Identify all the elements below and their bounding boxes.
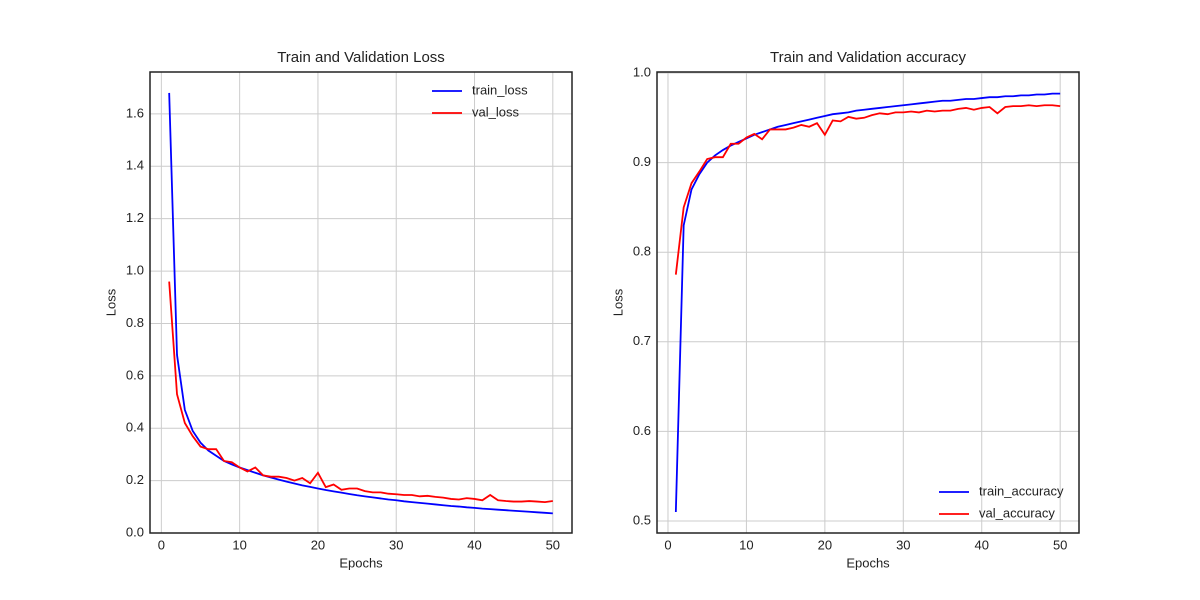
legend: train_accuracy val_accuracy bbox=[939, 483, 1064, 520]
data-line bbox=[168, 92, 553, 515]
y-tick-label: 0.0 bbox=[126, 524, 144, 539]
chart-title: Train and Validation Loss bbox=[277, 49, 445, 66]
x-tick-label: 40 bbox=[975, 537, 989, 552]
y-axis-label: Loss bbox=[610, 288, 625, 316]
y-tick-label: 0.7 bbox=[633, 333, 651, 348]
x-tick-label: 40 bbox=[467, 537, 481, 552]
y-tick-label: 1.6 bbox=[126, 105, 144, 120]
y-tick-label: 1.0 bbox=[126, 263, 144, 278]
x-tick-label: 50 bbox=[546, 537, 560, 552]
x-tick-label: 0 bbox=[158, 537, 165, 552]
legend-label: val_accuracy bbox=[979, 505, 1055, 520]
x-tick-label: 10 bbox=[232, 537, 246, 552]
x-tick-label: 0 bbox=[664, 537, 671, 552]
x-tick-label: 20 bbox=[818, 537, 832, 552]
legend-label: train_loss bbox=[472, 82, 528, 97]
y-tick-label: 0.5 bbox=[633, 512, 651, 527]
data-line bbox=[674, 92, 1061, 513]
y-tick-label: 0.6 bbox=[633, 423, 651, 438]
x-tick-label: 30 bbox=[896, 537, 910, 552]
legend-label: val_loss bbox=[472, 104, 519, 119]
x-tick-label: 30 bbox=[389, 537, 403, 552]
y-tick-label: 0.2 bbox=[126, 472, 144, 487]
x-tick-label: 10 bbox=[739, 537, 753, 552]
y-tick-label: 0.8 bbox=[633, 244, 651, 259]
x-tick-label: 50 bbox=[1053, 537, 1067, 552]
axes-frame bbox=[149, 71, 573, 534]
y-tick-label: 0.8 bbox=[126, 315, 144, 330]
y-tick-label: 1.0 bbox=[633, 64, 651, 79]
y-tick-label: 0.4 bbox=[126, 420, 144, 435]
legend-label: train_accuracy bbox=[979, 483, 1064, 498]
legend: train_loss val_loss bbox=[432, 82, 528, 119]
y-tick-label: 0.6 bbox=[126, 367, 144, 382]
x-axis-label: Epochs bbox=[846, 555, 890, 570]
y-tick-label: 1.2 bbox=[126, 210, 144, 225]
y-tick-label: 1.4 bbox=[126, 158, 144, 173]
axes-frame bbox=[656, 71, 1080, 534]
y-axis-label: Loss bbox=[103, 288, 118, 316]
data-line bbox=[168, 281, 553, 503]
x-axis-label: Epochs bbox=[339, 555, 383, 570]
data-line bbox=[674, 104, 1061, 275]
chart-title: Train and Validation accuracy bbox=[770, 49, 966, 66]
y-tick-label: 0.9 bbox=[633, 154, 651, 169]
x-tick-label: 20 bbox=[311, 537, 325, 552]
